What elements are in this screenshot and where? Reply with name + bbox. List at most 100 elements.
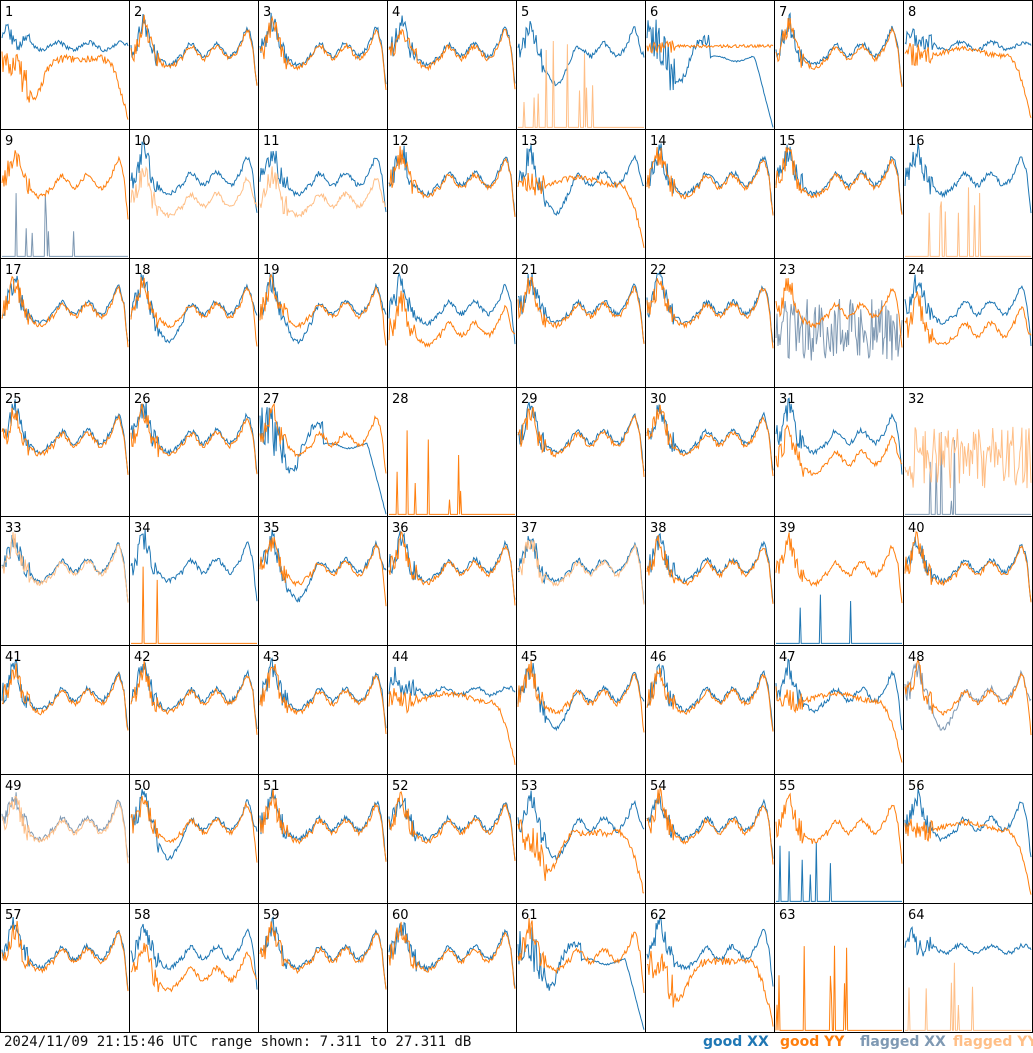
panel-label: 47: [779, 650, 796, 665]
spectrum-line-yy: [646, 535, 774, 604]
spectrum-panel: 51: [259, 779, 387, 862]
spectrum-panel: 23: [775, 263, 903, 361]
panel-label: 32: [908, 392, 925, 407]
spectrum-line-yy: [1, 275, 129, 348]
spectrum-line-xx: [1, 399, 129, 475]
spectrum-panel: 3: [259, 5, 387, 91]
spectrum-line-yy: [130, 277, 258, 347]
spectrum-line-yy: [1, 795, 129, 864]
panel-label: 16: [908, 134, 925, 149]
spectrum-line-yy: [259, 273, 387, 346]
spectrum-line-xx: [259, 150, 387, 213]
spectrum-line-yy: [646, 667, 774, 732]
panel-label: 14: [650, 134, 667, 149]
spectrum-line-xx: [259, 407, 387, 515]
spectrum-line-xx: [904, 274, 1032, 347]
spectrum-line-xx: [517, 790, 645, 861]
panel-label: 52: [392, 779, 409, 794]
spectrum-panel: 31: [775, 392, 903, 477]
spectrum-panel: 7: [775, 5, 903, 87]
spectrum-line-yy: [646, 277, 774, 349]
spectrum-line-xx: [388, 145, 516, 217]
spectrum-line-yy: [904, 531, 1032, 603]
spectrum-line-xx: [1, 659, 129, 730]
spectrum-panel: 2: [130, 5, 258, 86]
legend-good-yy: good YY: [780, 1034, 845, 1050]
panel-label: 6: [650, 5, 658, 20]
panel-label: 37: [521, 521, 538, 536]
spectrum-panel: 48: [904, 650, 1032, 736]
panel-label: 17: [5, 263, 22, 278]
panel-label: 9: [5, 134, 13, 149]
panel-label: 59: [263, 908, 280, 923]
spectrum-line-xx: [130, 529, 258, 602]
spectrum-line-xx: [388, 271, 516, 345]
spectrum-line-xx: [388, 797, 516, 861]
spectrum-panel: 29: [517, 392, 645, 477]
panel-label: 33: [5, 521, 22, 536]
spectrum-line-yy: [259, 402, 387, 474]
spectrum-line-yy: [517, 918, 645, 994]
spectrum-panel: 1: [1, 5, 129, 120]
spectrum-line-yy: [130, 942, 258, 993]
spectrum-panel: 34: [130, 521, 258, 644]
spectrum-panel: 19: [259, 263, 387, 346]
spectrum-line-xx: [259, 916, 387, 989]
spectrum-line-yy: [259, 166, 386, 219]
panel-label: 49: [5, 779, 22, 794]
spectrum-panel: 49: [1, 779, 129, 864]
spectrum-line-yy: [904, 42, 1032, 118]
panel-label: 24: [908, 263, 925, 278]
spectrum-line-yy: [130, 403, 258, 475]
spectrum-panel: 26: [130, 392, 258, 475]
panel-label: 19: [263, 263, 280, 278]
panel-label: 61: [521, 908, 538, 923]
spectrum-line-xx: [1, 916, 129, 991]
spectrum-line-yy: [775, 277, 903, 348]
spectrum-panel: 36: [388, 521, 516, 606]
spectrum-line-yy: [388, 146, 516, 218]
spectrum-panel: 54: [646, 779, 774, 865]
spectrum-panel: 27: [259, 392, 387, 515]
spectrum-line-xx: [388, 530, 516, 600]
spectrum-line-xx: [646, 915, 774, 987]
spectrum-panel: 39: [775, 521, 903, 644]
spectrum-line-yy: [517, 406, 645, 477]
panel-label: 44: [392, 650, 409, 665]
spectrum-line-yy: [1, 407, 129, 475]
spectrum-panel: 18: [130, 263, 258, 347]
range-text: range shown: 7.311 to 27.311 dB: [210, 1034, 472, 1050]
spectrum-panel: 6: [646, 5, 774, 128]
spectrum-line-xx: [388, 15, 516, 84]
panel-label: 15: [779, 134, 796, 149]
timestamp: 2024/11/09 21:15:46 UTC: [4, 1034, 198, 1050]
panel-label: 54: [650, 779, 667, 794]
spectrum-line-xx: [1, 534, 129, 603]
spectrum-line-yy: [904, 658, 1032, 736]
spectrum-line-yy: [1, 150, 129, 220]
panel-label: 20: [392, 263, 409, 278]
spectrum-line-yy: [1, 532, 129, 603]
panel-label: 53: [521, 779, 538, 794]
spectrum-line-xx: [130, 141, 258, 213]
panel-label: 57: [5, 908, 22, 923]
spectrum-line-xx: [130, 14, 258, 86]
spectrum-line-xx: [904, 142, 1032, 214]
spectrum-panel: 9: [1, 134, 129, 257]
spectrum-line-yy: [388, 290, 516, 348]
panel-label: 25: [5, 392, 22, 407]
panel-label: 21: [521, 263, 538, 278]
panel-label: 56: [908, 779, 925, 794]
spectrum-panel: 30: [646, 392, 774, 477]
spectrum-panel: 25: [1, 392, 129, 475]
spectrum-panel: 33: [1, 521, 129, 603]
spectrum-panel: 13: [517, 134, 645, 248]
spectrum-panel: 8: [904, 5, 1032, 118]
spectrum-line-yy: [518, 40, 644, 128]
spectrum-panel: 45: [517, 650, 645, 733]
spectrum-line-yy: [517, 660, 645, 733]
spectrum-line-yy: [388, 28, 516, 90]
panel-label: 58: [134, 908, 151, 923]
spectrum-panel: 63: [775, 908, 902, 1031]
